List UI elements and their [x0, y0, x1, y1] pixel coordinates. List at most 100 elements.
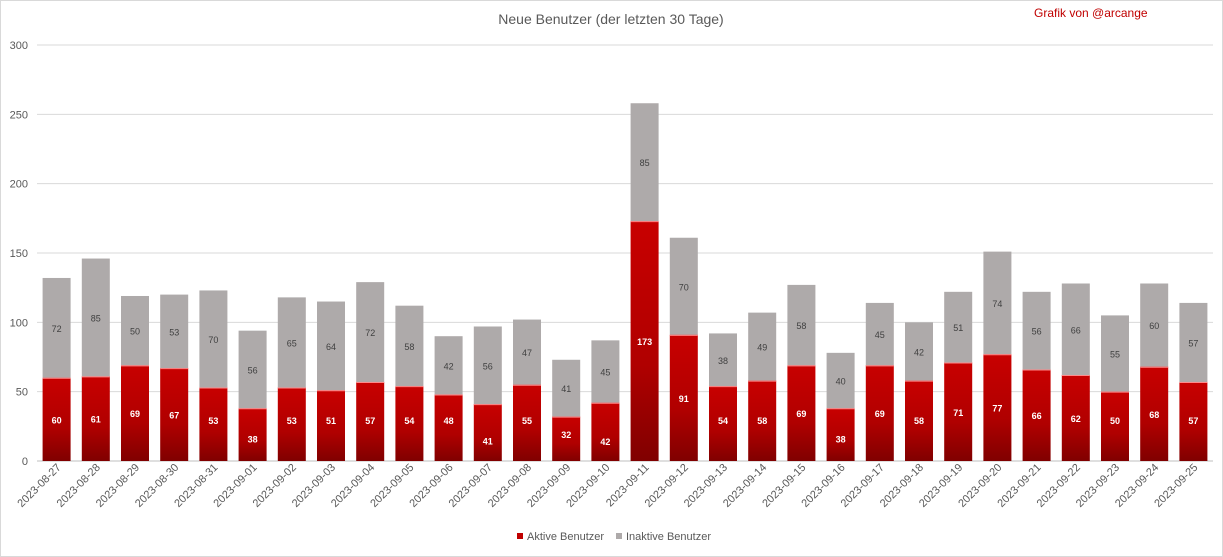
bar-active [277, 387, 306, 461]
data-label-active: 58 [757, 416, 767, 426]
bar-inactive [1022, 291, 1051, 370]
bar-inactive [591, 340, 620, 403]
bar-active [905, 380, 933, 461]
bar-inactive [552, 359, 581, 417]
data-label-active: 55 [522, 416, 532, 426]
bar-active [121, 365, 149, 461]
bar-inactive [160, 294, 189, 369]
data-label-inactive: 38 [718, 356, 728, 366]
data-label-active: 69 [130, 409, 140, 419]
bar-inactive [748, 312, 777, 381]
data-label-active: 60 [52, 415, 62, 425]
data-label-active: 38 [836, 434, 846, 444]
bar-inactive [277, 297, 306, 388]
data-label-inactive: 64 [326, 342, 336, 352]
data-label-inactive: 47 [522, 348, 532, 358]
data-label-inactive: 42 [914, 347, 924, 357]
bar-inactive [81, 258, 110, 377]
bar-inactive [1179, 302, 1208, 382]
bar-inactive [709, 333, 737, 387]
data-label-active: 68 [1149, 410, 1159, 420]
legend-swatch-active [517, 533, 523, 539]
data-label-active: 66 [1032, 411, 1042, 421]
data-label-inactive: 49 [757, 343, 767, 353]
data-label-active: 69 [875, 409, 885, 419]
y-tick-label: 150 [10, 248, 28, 260]
data-label-inactive: 57 [1188, 338, 1198, 348]
data-label-inactive: 42 [444, 361, 454, 371]
data-label-inactive: 70 [208, 335, 218, 345]
bar-active [630, 221, 659, 461]
bar-inactive [865, 302, 894, 366]
bar-active [748, 380, 777, 461]
data-label-active: 51 [326, 416, 336, 426]
data-label-inactive: 58 [404, 342, 414, 352]
data-label-active: 69 [796, 409, 806, 419]
bar-active [944, 362, 973, 461]
data-label-active: 57 [1188, 416, 1198, 426]
data-label-inactive: 45 [600, 368, 610, 378]
data-label-active: 50 [1110, 416, 1120, 426]
data-label-active: 42 [600, 437, 610, 447]
data-label-inactive: 58 [796, 321, 806, 331]
y-tick-label: 0 [22, 456, 28, 468]
data-label-active: 61 [91, 415, 101, 425]
data-label-inactive: 65 [287, 338, 297, 348]
bar-active [160, 368, 189, 461]
bar-active [395, 386, 424, 461]
data-label-inactive: 55 [1110, 350, 1120, 360]
bar-active [199, 387, 228, 461]
bar-inactive [434, 336, 463, 395]
chart-credit: Grafik von @arcange [1034, 6, 1148, 20]
bar-active [552, 416, 581, 461]
bar-inactive [199, 290, 228, 388]
data-label-active: 57 [365, 416, 375, 426]
data-label-active: 173 [637, 337, 652, 347]
bar-inactive [121, 295, 149, 366]
bar-active [238, 408, 267, 461]
bar-active [709, 386, 737, 461]
data-label-active: 38 [248, 434, 258, 444]
bar-active [826, 408, 855, 461]
bar-inactive [787, 284, 816, 366]
bar-inactive [630, 103, 659, 222]
y-tick-label: 200 [10, 179, 28, 191]
data-label-active: 71 [953, 408, 963, 418]
bar-active [1101, 391, 1129, 461]
bar-active [591, 402, 620, 461]
bar-active [317, 390, 345, 461]
bar-inactive [669, 237, 698, 335]
data-label-active: 53 [208, 416, 218, 426]
bar-inactive [473, 326, 502, 405]
data-label-inactive: 85 [640, 158, 650, 168]
data-label-active: 48 [444, 416, 454, 426]
bar-inactive [1061, 283, 1090, 376]
bar-inactive [317, 301, 345, 391]
data-label-active: 54 [718, 416, 728, 426]
data-label-inactive: 72 [365, 328, 375, 338]
bar-active [1061, 375, 1090, 461]
bar-active [81, 376, 110, 461]
data-label-inactive: 56 [1032, 327, 1042, 337]
data-label-active: 62 [1071, 414, 1081, 424]
data-label-active: 32 [561, 430, 571, 440]
data-label-inactive: 66 [1071, 325, 1081, 335]
legend-label-inactive: Inaktive Benutzer [626, 531, 711, 543]
data-label-inactive: 56 [483, 361, 493, 371]
data-label-active: 54 [404, 416, 414, 426]
bar-inactive [944, 291, 973, 363]
bar-active [787, 365, 816, 461]
bar-active [865, 365, 894, 461]
data-label-inactive: 74 [992, 299, 1002, 309]
data-label-inactive: 53 [169, 327, 179, 337]
data-label-inactive: 60 [1149, 321, 1159, 331]
data-label-active: 77 [992, 404, 1002, 414]
bar-active [669, 334, 698, 461]
y-tick-label: 300 [10, 40, 28, 52]
y-tick-label: 250 [10, 109, 28, 121]
data-label-inactive: 40 [836, 377, 846, 387]
data-label-active: 41 [483, 436, 493, 446]
bar-active [513, 384, 541, 461]
data-label-active: 91 [679, 394, 689, 404]
